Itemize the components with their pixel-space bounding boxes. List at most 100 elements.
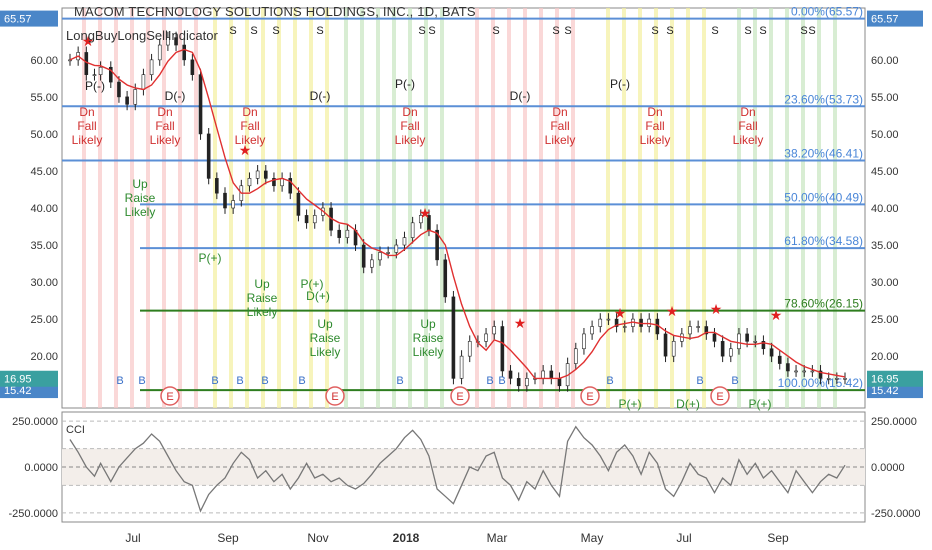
signal-annotation: Likely [72, 133, 103, 147]
moving-average-line [69, 48, 846, 380]
signal-star: ★ [770, 307, 783, 323]
price-box-left [0, 10, 58, 27]
signal-stripe [491, 8, 495, 408]
signal-stripe [98, 8, 102, 408]
signal-star: ★ [614, 305, 627, 321]
signal-star: ★ [82, 33, 95, 49]
signal-star: ★ [514, 315, 527, 331]
y-tick-label-left: 40.00 [30, 203, 58, 215]
candle-body [345, 229, 350, 238]
signal-annotation: P(+) [748, 397, 771, 411]
candle-body [606, 318, 611, 321]
cci-label: CCI [66, 424, 85, 436]
candle-body [769, 348, 774, 357]
candle-body [647, 318, 652, 327]
signal-stripe [344, 8, 348, 408]
y-tick-label-left: 30.00 [30, 277, 58, 289]
buy-marker: B [211, 375, 218, 387]
signal-stripe [162, 8, 166, 408]
buy-marker: B [138, 375, 145, 387]
candle-body [198, 74, 203, 135]
cci-tick-left: 250.0000 [12, 416, 58, 428]
candle-body [582, 333, 586, 350]
candle-body [312, 215, 317, 224]
sell-marker: S [759, 25, 766, 37]
signal-stripe [737, 8, 741, 408]
signal-annotation: P(+) [198, 251, 221, 265]
buy-marker: B [261, 375, 268, 387]
candle-body [557, 378, 562, 387]
sell-marker: S [651, 25, 658, 37]
candle-body [786, 363, 790, 372]
candle-body [255, 170, 260, 179]
candle-body [157, 44, 162, 61]
candle-body [206, 133, 211, 179]
candle-body [378, 252, 382, 261]
price-box-left-label: 15.42 [4, 385, 32, 397]
price-box-left-label: 16.95 [4, 374, 32, 386]
signal-annotation: Dn [740, 105, 755, 119]
candle-body [467, 341, 472, 357]
earnings-event-label: E [331, 391, 338, 403]
candle-body [688, 326, 692, 335]
x-tick-label: Jul [125, 531, 140, 545]
signal-annotation: Up [420, 317, 436, 331]
signal-annotation: Raise [247, 291, 278, 305]
signal-stripe [82, 8, 86, 408]
price-box-right [867, 10, 923, 27]
y-tick-label-left: 50.00 [30, 129, 58, 141]
signal-annotation: Likely [310, 345, 341, 359]
signal-stripe [539, 8, 543, 408]
signal-annotation: Likely [733, 133, 764, 147]
fib-level-label: 50.00%(40.49) [784, 190, 863, 204]
sell-marker: S [744, 25, 751, 37]
candle-body [459, 355, 464, 379]
candle-body [737, 333, 741, 350]
candle-body [410, 222, 415, 238]
signal-stripe [114, 8, 118, 408]
signal-annotation: Raise [310, 331, 341, 345]
earnings-event-label: E [456, 391, 463, 403]
candle-body [598, 318, 603, 327]
buy-marker: B [396, 375, 403, 387]
candle-body [98, 66, 103, 75]
signal-annotation: P(+) [300, 277, 323, 291]
candle-body [108, 66, 113, 83]
signal-annotation: P(+) [618, 397, 641, 411]
cci-tick-right: -250.0000 [871, 508, 921, 520]
signal-stripe [801, 8, 805, 408]
signal-annotation: Dn [79, 105, 94, 119]
signal-stripe [769, 8, 773, 408]
candle-body [288, 178, 293, 194]
candle-body [745, 333, 749, 342]
signal-annotation: P(-) [610, 77, 630, 91]
signal-annotation: Dn [242, 105, 257, 119]
candle-body [451, 296, 456, 379]
sell-marker: S [564, 25, 571, 37]
signal-stripe [293, 8, 297, 408]
signal-stripe [702, 8, 706, 408]
candle-body [117, 81, 121, 98]
signal-stripe [245, 8, 249, 408]
signal-annotation: P(-) [85, 79, 105, 93]
signal-annotation: D(+) [676, 397, 700, 411]
candle-body [435, 229, 439, 261]
sell-marker: S [418, 25, 425, 37]
candle-body [190, 59, 195, 75]
signal-stripe [392, 8, 396, 408]
candle-body [573, 348, 578, 364]
sell-marker: S [250, 25, 257, 37]
indicator-label: LongBuyLongSellIndicator [66, 28, 218, 43]
signal-annotation: P(-) [395, 77, 415, 91]
earnings-event-marker [450, 386, 470, 406]
y-tick-label-right: 35.00 [871, 240, 899, 252]
candle-body [272, 178, 276, 187]
signal-stripe [817, 8, 821, 408]
cci-tick-right: 250.0000 [871, 416, 917, 428]
candle-body [133, 89, 138, 105]
candle-body [304, 215, 309, 224]
price-box-right-label: 16.95 [871, 374, 899, 386]
candle-body [370, 259, 374, 268]
sell-marker: S [666, 25, 673, 37]
